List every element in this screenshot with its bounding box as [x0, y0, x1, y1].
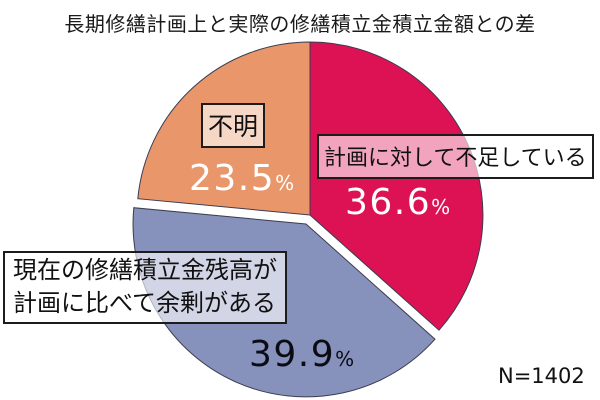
chart-title: 長期修繕計画上と実際の修繕積立金積立金額との差	[64, 12, 536, 36]
label-box-surplus: 現在の修繕積立金残高が 計画に比べて余剰がある	[3, 251, 287, 324]
label-text-shortage: 計画に対して不足している	[324, 146, 587, 171]
pct-shortage: 36.6%	[345, 182, 450, 223]
pct-shortage-unit: %	[431, 195, 451, 219]
sample-size-label: N=1402	[498, 364, 585, 388]
label-text-surplus-line1: 現在の修繕積立金残高が	[13, 256, 277, 284]
pct-unknown-unit: %	[275, 171, 295, 195]
pct-unknown-value: 23.5	[189, 158, 276, 199]
pct-surplus-value: 39.9	[249, 334, 336, 375]
pct-surplus-unit: %	[335, 347, 355, 371]
label-box-shortage: 計画に対して不足している	[317, 134, 594, 179]
label-text-unknown: 不明	[208, 112, 259, 141]
pct-unknown: 23.5%	[189, 158, 294, 199]
label-box-unknown: 不明	[201, 103, 266, 148]
label-text-surplus-line2: 計画に比べて余剰がある	[13, 289, 277, 317]
pct-surplus: 39.9%	[249, 334, 354, 375]
pct-shortage-value: 36.6	[345, 182, 432, 223]
